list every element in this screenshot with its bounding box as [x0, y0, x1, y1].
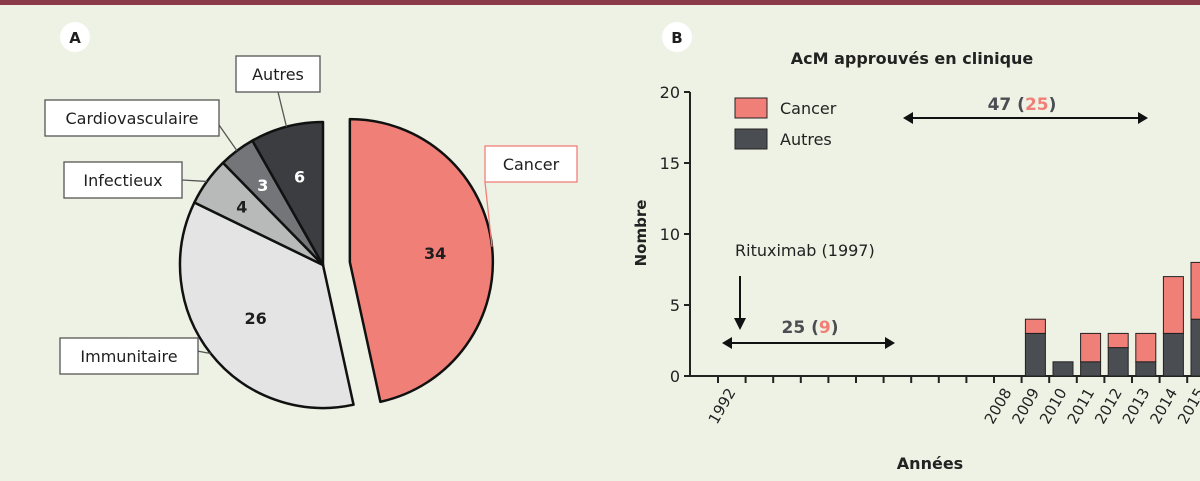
panel-a-label: A — [69, 29, 81, 47]
callout-box-cancer — [484, 145, 578, 183]
callout-box-autres — [235, 55, 321, 93]
bar-autres-2011 — [1080, 361, 1102, 377]
callout-leader-cancer — [484, 181, 493, 247]
legend-label-cancer: Cancer — [780, 99, 837, 118]
bar-autres-2013 — [1135, 361, 1157, 377]
callout-leader-infectieux — [181, 179, 207, 183]
rituximab-arrow-head — [734, 318, 746, 330]
x-axis-title: Années — [897, 454, 963, 473]
callout-leader-cardiovasculaire — [218, 124, 238, 152]
bar-cancer-2011 — [1080, 332, 1102, 363]
bar-chart: 0 5 10 15 20 1992 2008200920102011201220132014… — [660, 83, 1200, 427]
bar-cancer-2012 — [1107, 332, 1129, 349]
pie-value-label-cardiovasculaire: 3 — [257, 176, 268, 195]
x-tick-label-2008: 2008 — [981, 385, 1016, 427]
callout-box-cardiovasculaire — [44, 99, 220, 137]
y-tick-label: 5 — [670, 296, 680, 315]
x-tick-label-2012: 2012 — [1091, 385, 1126, 427]
pie-value-label-infectieux: 4 — [236, 198, 247, 217]
pie-value-label-immunitaire: 26 — [244, 309, 266, 328]
x-tick-label-1992: 1992 — [705, 385, 740, 427]
callout-box-infectieux — [63, 161, 183, 199]
callout-label-immunitaire: Immunitaire — [80, 347, 177, 366]
bar-cancer-2013 — [1135, 332, 1157, 363]
callout-label-cancer: Cancer — [503, 155, 560, 174]
bar-autres-2014 — [1162, 332, 1184, 377]
pie-slice-cancer — [348, 117, 495, 404]
x-tick-label-2010: 2010 — [1036, 385, 1071, 427]
pie-slice-autres — [251, 120, 325, 267]
bar-autres-2010 — [1052, 361, 1074, 377]
y-tick-label: 0 — [670, 367, 680, 386]
legend-label-autres: Autres — [780, 130, 832, 149]
bar-chart-title: AcM approuvés en clinique — [791, 49, 1034, 68]
top-bar — [0, 0, 1200, 5]
period1-arrow-head-left — [722, 337, 732, 349]
x-tick-label-2013: 2013 — [1119, 385, 1154, 427]
bar-cancer-2009 — [1024, 318, 1046, 334]
pie-callouts: Cancer Immunitaire Infectieux Cardiovascula… — [44, 55, 578, 375]
callout-box-immunitaire — [59, 337, 199, 375]
legend-swatch-cancer — [734, 97, 768, 119]
callout-label-cardiovasculaire: Cardiovasculaire — [66, 109, 199, 128]
x-tick-label-2015: 2015 — [1174, 385, 1200, 427]
pie-slice-immunitaire — [178, 201, 355, 410]
bar-autres-2012 — [1107, 347, 1129, 377]
y-tick-label: 20 — [660, 83, 680, 102]
panel-b-badge — [662, 22, 692, 52]
callout-label-infectieux: Infectieux — [83, 171, 162, 190]
y-tick-label: 10 — [660, 225, 680, 244]
pie-value-label-cancer: 34 — [424, 244, 446, 263]
callout-label-autres: Autres — [252, 65, 304, 84]
callout-leader-autres — [277, 91, 288, 127]
panel-b-label: B — [671, 29, 682, 47]
x-tick-label-2009: 2009 — [1008, 385, 1043, 427]
rituximab-label: Rituximab (1997) — [735, 241, 875, 260]
bar-autres-2015 — [1190, 318, 1200, 377]
pie-chart: 34 26 43 6 — [178, 117, 495, 410]
panel-a-badge — [60, 22, 90, 52]
bar-autres-2009 — [1024, 332, 1046, 377]
legend-swatch-autres — [734, 128, 768, 150]
x-tick-label-2014: 2014 — [1146, 385, 1181, 427]
bar-cancer-2015 — [1190, 261, 1200, 320]
x-tick-label-2011: 2011 — [1064, 385, 1099, 427]
period1-arrow-head-right — [885, 337, 895, 349]
pie-value-label-autres: 6 — [294, 168, 305, 187]
period2-arrow-head-right — [1138, 112, 1148, 124]
period1-label: 25 (9) — [782, 318, 839, 338]
bar-cancer-2014 — [1162, 276, 1184, 334]
y-axis-title: Nombre — [632, 200, 650, 267]
y-tick-label: 15 — [660, 154, 680, 173]
period2-label: 47 (25) — [988, 95, 1057, 115]
period2-arrow-head-left — [903, 112, 913, 124]
